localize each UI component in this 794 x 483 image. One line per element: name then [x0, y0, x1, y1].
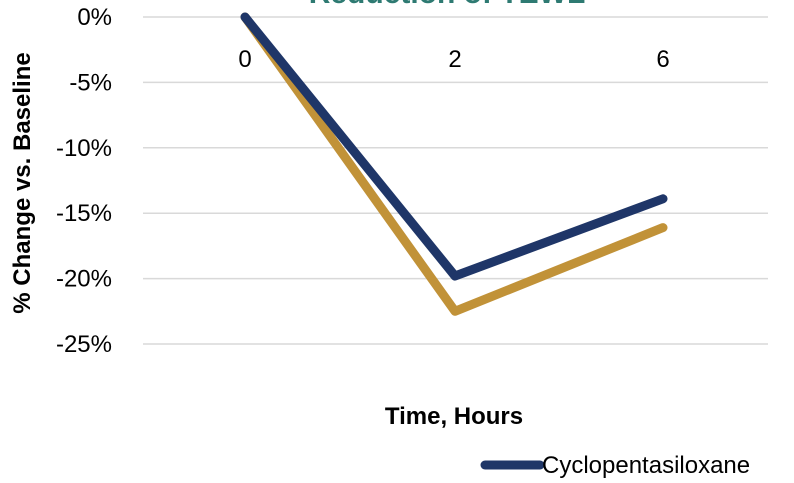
y-tick-label: -20% [56, 266, 112, 293]
series-line-1 [240, 12, 668, 281]
y-tick-label: -25% [56, 331, 112, 358]
x-tick-label: 2 [448, 46, 461, 73]
series-lines [240, 12, 668, 316]
series-line-2 [240, 12, 668, 316]
chart-title: Reduction of TEWL [309, 0, 586, 10]
y-axis-ticks: 0% -5% -10% -15% -20% -25% [56, 4, 112, 358]
y-tick-label: -5% [69, 69, 112, 96]
x-axis-ticks: 0 2 6 [238, 46, 669, 73]
x-axis-title: Time, Hours [385, 403, 523, 430]
legend-label: Cyclopentasiloxane [542, 452, 750, 479]
x-tick-label: 6 [656, 46, 669, 73]
y-tick-label: 0% [77, 4, 112, 31]
legend: Cyclopentasiloxane [480, 452, 750, 479]
y-tick-label: -15% [56, 200, 112, 227]
x-tick-label: 0 [238, 46, 251, 73]
y-tick-label: -10% [56, 135, 112, 162]
y-axis-title: % Change vs. Baseline [9, 52, 36, 313]
